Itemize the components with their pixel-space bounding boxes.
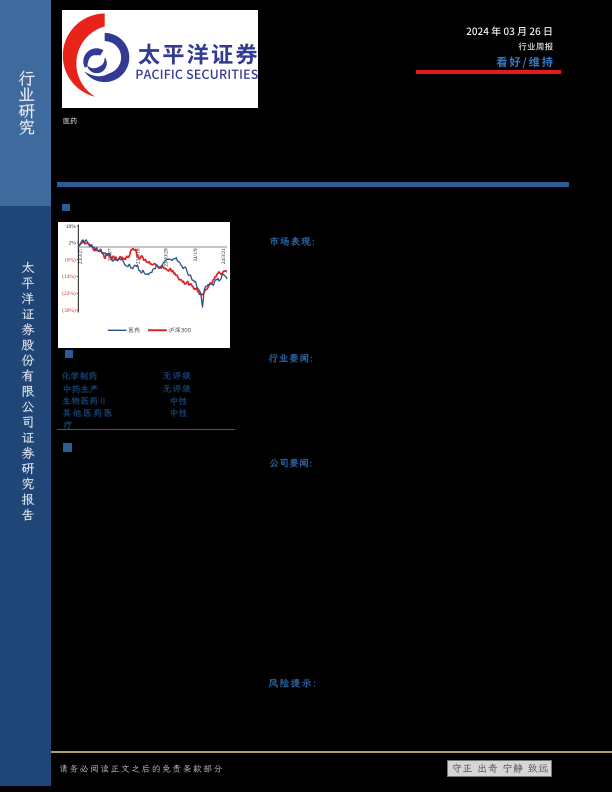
svg-text:2%: 2% [69, 241, 77, 247]
svg-text:10%: 10% [66, 224, 76, 230]
svg-text:(6%): (6%) [65, 256, 76, 263]
svg-text:(22%): (22%) [62, 290, 76, 297]
svg-text:24/3/21: 24/3/21 [221, 248, 227, 264]
svg-text:23/8/18: 23/8/18 [136, 248, 142, 264]
svg-text:(30%): (30%) [62, 307, 76, 314]
svg-text:24/1/9: 24/1/9 [193, 248, 199, 261]
svg-text:23/10/29: 23/10/29 [163, 248, 169, 267]
svg-text:(14%): (14%) [62, 273, 76, 280]
svg-text:23/3/27: 23/3/27 [78, 248, 84, 264]
